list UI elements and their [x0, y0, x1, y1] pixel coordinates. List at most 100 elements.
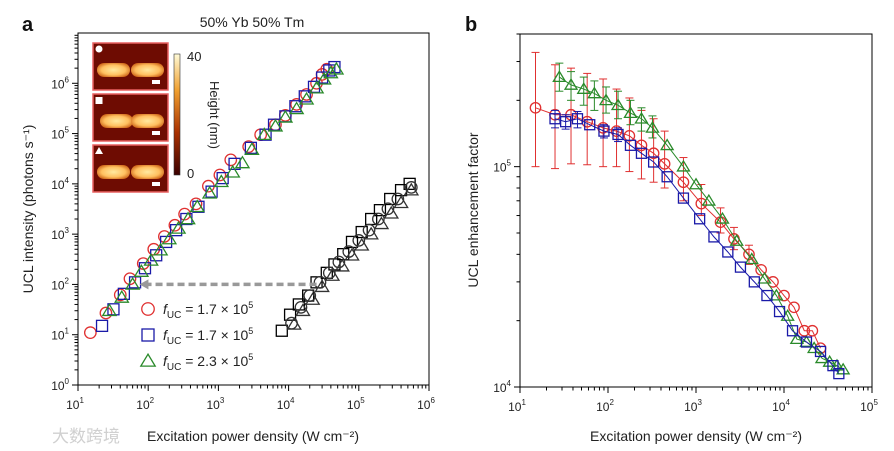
y-tick-label: 104: [51, 176, 69, 192]
data-point: [355, 225, 368, 239]
data-point: [216, 171, 229, 185]
data-point: [800, 336, 813, 348]
data-point: [688, 177, 704, 190]
data-point: [761, 289, 773, 302]
data-point: [393, 195, 409, 209]
y-tick-label: 100: [51, 377, 69, 393]
data-point: [124, 276, 141, 290]
nanorod-left: [97, 63, 130, 77]
afm-image-circle: [92, 42, 169, 91]
data-point: [729, 234, 744, 246]
data-point: [313, 275, 327, 289]
nanorod-right: [131, 165, 164, 179]
legend-label: fUC = 1.7 × 105: [163, 300, 253, 321]
data-point: [117, 287, 131, 300]
data-point: [244, 142, 260, 155]
data-point: [571, 113, 584, 125]
data-point: [693, 213, 706, 225]
nanorod-right: [131, 63, 164, 77]
data-point: [814, 351, 830, 364]
panel-label-b: b: [465, 14, 477, 36]
legend-triangle-icon: [139, 352, 157, 367]
data-point: [610, 125, 623, 137]
data-point: [769, 288, 784, 301]
legend-item: fUC = 2.3 × 105: [139, 352, 253, 373]
x-tick-label: 103: [206, 396, 224, 412]
data-point: [133, 264, 150, 277]
data-point: [234, 155, 251, 169]
data-point: [101, 303, 118, 317]
data-point: [363, 226, 379, 240]
data-point: [161, 231, 178, 245]
data-point: [778, 289, 790, 302]
colorbar-max-label: 40: [187, 49, 201, 64]
series-triangle-enhanced-: [101, 61, 345, 317]
series-square: [549, 109, 845, 380]
data-point: [342, 245, 356, 258]
square-icon: [95, 97, 103, 104]
x-tick-label: 101: [508, 398, 526, 414]
data-point: [99, 306, 113, 320]
x-tick-label: 105: [860, 398, 878, 414]
plot-frame: [77, 32, 430, 386]
triangle-icon: [95, 147, 103, 154]
nanorod-right: [131, 114, 164, 128]
watermark: 大数跨境: [52, 427, 120, 446]
data-point: [169, 224, 183, 237]
x-tick-label: 104: [277, 396, 295, 412]
data-point: [159, 235, 173, 249]
data-point: [391, 192, 405, 206]
data-point: [806, 324, 819, 337]
data-point: [316, 71, 332, 85]
nanorod-left: [100, 114, 133, 128]
data-point: [298, 91, 315, 105]
data-point: [786, 325, 799, 337]
data-point: [83, 326, 97, 340]
chart-a-xlabel: Excitation power density (W cm⁻²): [147, 428, 359, 444]
data-point: [383, 205, 400, 219]
data-point: [552, 70, 567, 83]
data-point: [757, 271, 772, 284]
data-point: [373, 216, 390, 230]
data-point: [201, 185, 218, 199]
data-point: [584, 119, 596, 131]
y-tick-label: 105: [493, 159, 511, 175]
data-point: [267, 118, 281, 131]
data-point: [635, 139, 648, 152]
data-point: [170, 220, 187, 234]
data-point: [659, 138, 675, 151]
data-point: [332, 255, 346, 269]
data-point: [748, 276, 760, 288]
data-point: [743, 248, 755, 261]
data-point: [344, 247, 360, 261]
y-tick-label: 103: [51, 226, 69, 242]
data-point: [623, 106, 638, 119]
data-point: [767, 276, 779, 288]
data-point: [113, 288, 127, 302]
y-tick-label: 102: [51, 276, 69, 292]
plot-frame: [519, 33, 873, 388]
data-point: [722, 246, 734, 258]
series-triangle-reference-: [286, 182, 420, 330]
data-point: [658, 157, 671, 170]
data-point: [289, 100, 302, 113]
x-tick-label: 103: [684, 398, 702, 414]
data-point: [789, 332, 805, 345]
x-tick-label: 102: [136, 396, 154, 412]
scale-bar: [152, 80, 160, 84]
chart-a-title: 50% Yb 50% Tm: [200, 14, 305, 30]
data-point: [352, 234, 366, 247]
afm-inset: 40 0 Height (nm): [92, 42, 222, 193]
data-point: [647, 156, 660, 168]
data-point: [559, 116, 572, 128]
data-point: [294, 300, 308, 314]
data-point: [323, 65, 339, 79]
data-point: [598, 125, 610, 137]
data-point: [267, 118, 284, 132]
data-point: [292, 298, 306, 311]
data-point: [677, 192, 690, 204]
data-point: [744, 252, 759, 265]
data-point: [256, 127, 273, 141]
data-point: [833, 367, 845, 380]
